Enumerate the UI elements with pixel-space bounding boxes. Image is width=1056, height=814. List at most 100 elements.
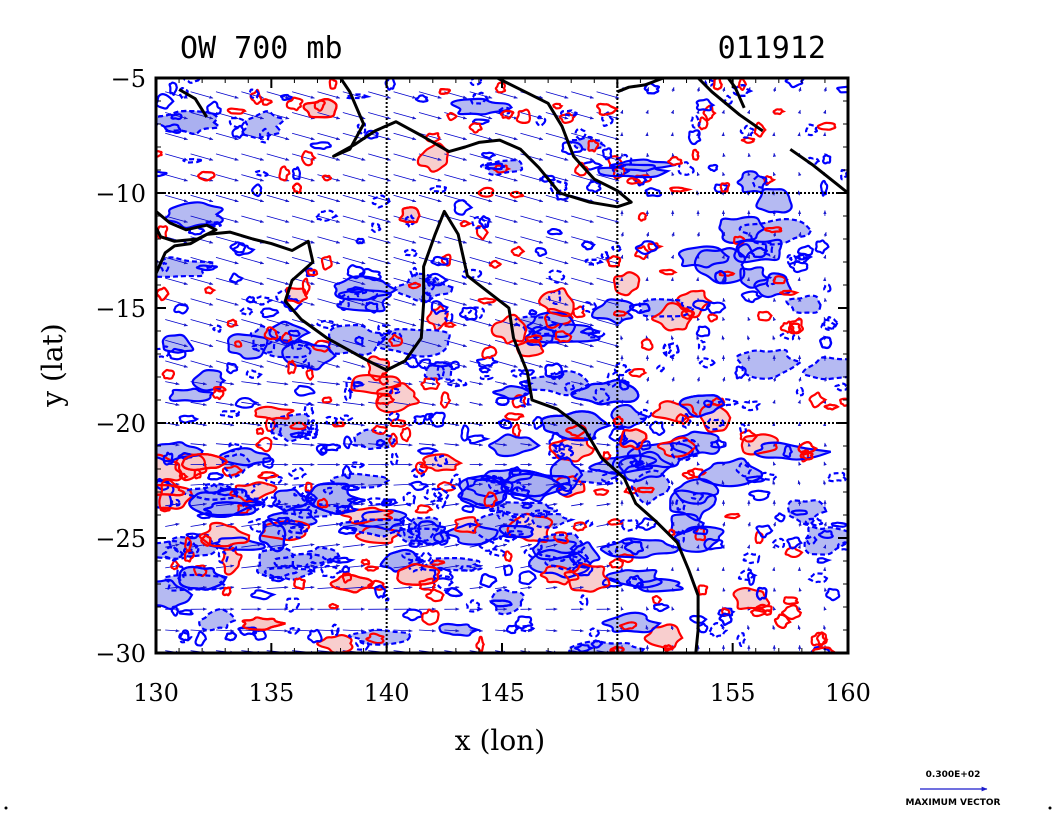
wind-vector [444, 174, 468, 182]
negative-contour [675, 497, 686, 512]
negative-contour [479, 159, 524, 176]
negative-contour [584, 258, 604, 266]
positive-contour [606, 255, 622, 268]
wind-vector [266, 629, 289, 633]
negative-contour [788, 260, 809, 274]
wind-vector [494, 277, 518, 285]
wind-vector [190, 277, 214, 285]
negative-contour [488, 548, 507, 558]
wind-vector [190, 132, 214, 141]
negative-contour [414, 94, 429, 103]
negative-contour [291, 484, 310, 498]
negative-contour [514, 615, 534, 630]
wind-vector [797, 399, 801, 404]
wind-vector [291, 174, 315, 182]
wind-vector [393, 482, 413, 486]
wind-vector [494, 174, 518, 182]
negative-contour [404, 213, 416, 228]
wind-vector [722, 521, 726, 527]
negative-contour [539, 174, 556, 183]
negative-contour [330, 623, 340, 637]
wind-vector [190, 401, 207, 407]
wind-vector [596, 215, 620, 223]
wind-vector [747, 316, 751, 322]
wind-vector [823, 231, 827, 237]
negative-contour [298, 490, 313, 502]
negative-contour [695, 98, 716, 112]
positive-contour [539, 565, 580, 586]
positive-contour [263, 326, 279, 341]
negative-fill-region [273, 489, 314, 511]
wind-vector [165, 401, 180, 406]
contour-line-layer [156, 78, 848, 653]
negative-contour [718, 215, 767, 244]
vector-legend-value: 0.300E+02 [926, 770, 981, 780]
wind-vector [215, 502, 235, 507]
coastline-segment [156, 210, 218, 243]
negative-contour [623, 540, 644, 556]
positive-contour [718, 270, 736, 277]
corner-mark-right [1048, 806, 1052, 810]
negative-contour [469, 78, 483, 87]
positive-contour [255, 436, 273, 453]
negative-contour [411, 467, 425, 478]
wind-vector [596, 298, 620, 306]
positive-contour [444, 321, 457, 328]
negative-contour [687, 129, 702, 146]
wind-vector [469, 257, 493, 265]
negative-fill-region [334, 276, 396, 300]
wind-vector [469, 194, 493, 203]
negative-contour [478, 366, 492, 374]
negative-contour [736, 632, 747, 648]
x-tick-label: 145 [479, 679, 525, 707]
positive-contour [156, 483, 186, 497]
negative-contour [170, 498, 181, 507]
negative-contour [548, 289, 562, 306]
negative-contour [574, 127, 587, 141]
negative-contour [303, 402, 315, 418]
wind-vector [620, 231, 624, 237]
wind-vector [545, 236, 569, 244]
wind-vector [571, 401, 584, 406]
positive-contour [388, 333, 404, 347]
negative-contour [796, 244, 814, 257]
positive-contour [425, 588, 445, 603]
negative-contour [755, 524, 774, 539]
wind-vector [494, 215, 518, 223]
wind-vector [291, 153, 315, 161]
negative-contour [585, 180, 602, 193]
negative-contour [786, 254, 797, 267]
positive-contour [193, 564, 208, 578]
wind-vector [520, 401, 533, 406]
negative-contour [252, 295, 273, 306]
wind-vector [317, 236, 341, 244]
negative-contour [544, 555, 582, 571]
wind-vector [520, 174, 544, 182]
negative-contour [817, 529, 834, 539]
negative-contour [518, 570, 537, 586]
positive-contour [543, 307, 574, 329]
wind-vector [165, 215, 188, 223]
wind-vector [645, 109, 649, 115]
wind-vector [165, 298, 188, 306]
wind-vector [342, 319, 366, 327]
wind-vector [797, 544, 801, 549]
negative-contour [333, 275, 399, 302]
negative-contour [481, 151, 497, 160]
wind-vector [645, 544, 649, 549]
positive-contour [596, 102, 619, 116]
wind-vector [342, 543, 365, 548]
positive-contour [414, 504, 434, 514]
negative-contour [341, 565, 351, 574]
positive-contour [481, 345, 498, 360]
wind-vector [291, 360, 315, 368]
wind-vector [241, 564, 262, 569]
wind-vector [545, 629, 558, 633]
wind-vector [646, 316, 650, 322]
wind-vector [721, 109, 725, 115]
negative-contour [228, 116, 247, 129]
negative-contour [466, 434, 491, 445]
wind-vector [772, 461, 777, 466]
wind-vector [571, 586, 584, 590]
positive-contour [426, 305, 449, 332]
